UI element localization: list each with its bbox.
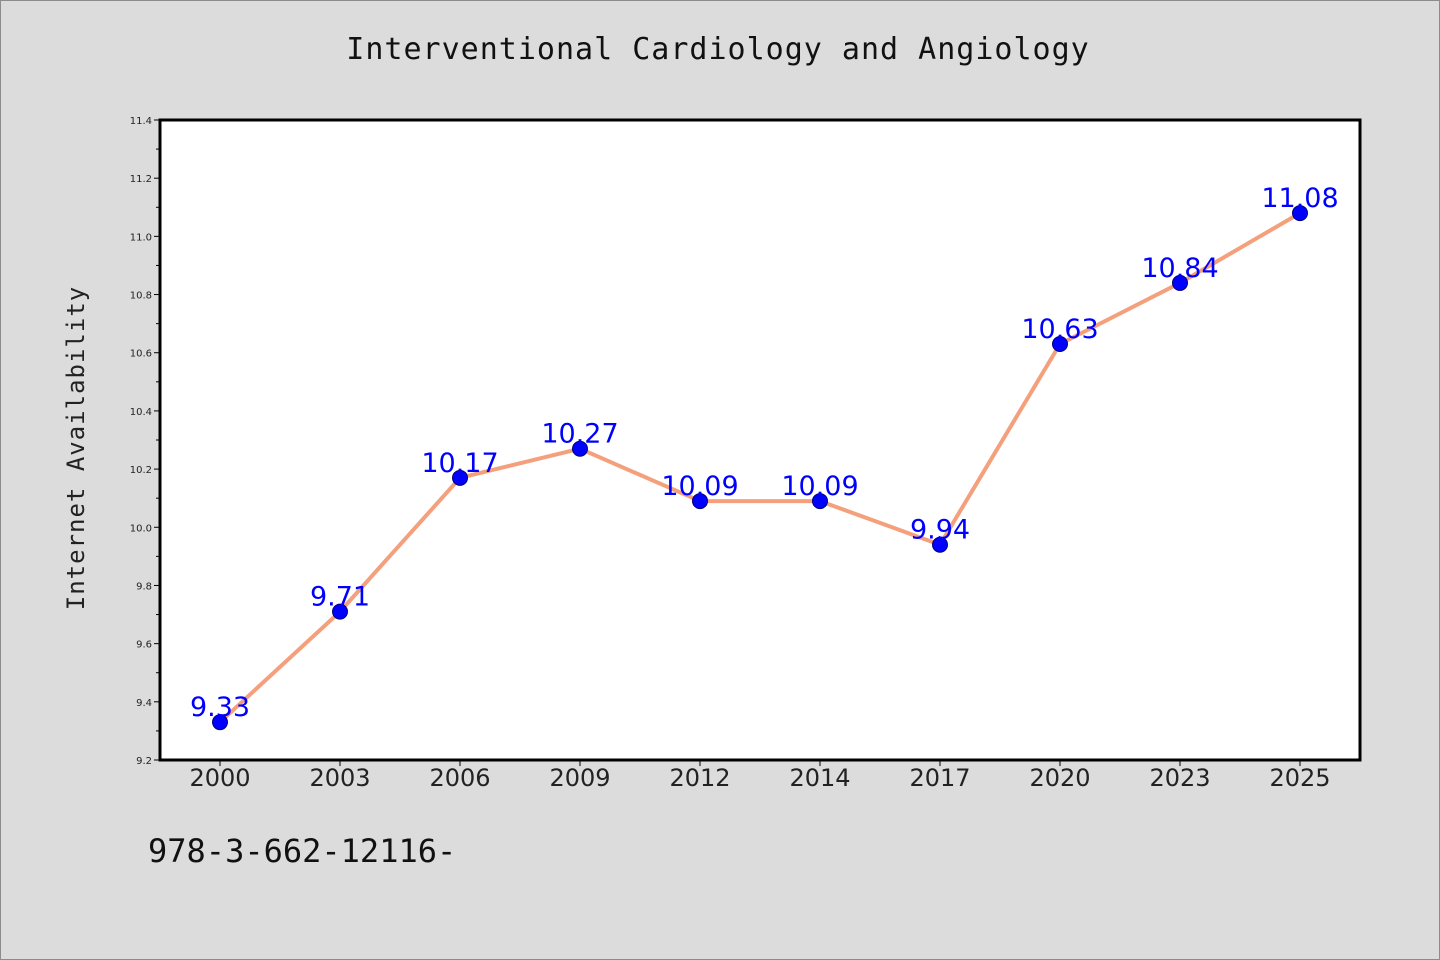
data-label: 10.17 [421,448,498,479]
y-tick-label: 10.2 [130,465,152,476]
y-tick-label: 9.8 [136,581,152,592]
data-point [1052,336,1068,352]
data-point [332,603,348,620]
x-tick-label: 2012 [669,764,730,792]
data-label: 11.08 [1261,183,1338,214]
x-tick-label: 2020 [1029,764,1090,792]
x-tick-label: 2000 [189,764,250,792]
y-tick-label: 9.4 [136,698,152,709]
data-point [692,493,708,510]
data-point [452,469,468,486]
data-label: 10.09 [661,471,738,502]
chart-title: Interventional Cardiology and Angiology [346,32,1090,67]
y-tick-label: 11.2 [130,174,152,185]
footer-code: 978-3-662-12116- [148,832,457,870]
data-point [1292,205,1308,222]
x-tick-label: 2009 [549,764,610,792]
x-tick-label: 2025 [1269,764,1330,792]
data-point [812,493,828,510]
y-tick-label: 10.0 [130,523,152,534]
data-label: 9.71 [310,582,370,613]
data-label: 9.33 [190,692,250,723]
y-tick-label: 9.2 [136,756,152,767]
y-tick-label: 11.0 [130,232,152,243]
data-label: 9.94 [910,515,970,546]
data-point [212,714,228,731]
y-tick-label: 11.4 [130,116,152,127]
x-tick-label: 2006 [429,764,490,792]
data-point [1172,274,1188,291]
data-label: 10.84 [1141,253,1218,284]
x-tick-label: 2003 [309,764,370,792]
x-tick-label: 2017 [909,764,970,792]
data-label: 10.09 [781,471,858,502]
y-tick-label: 10.8 [130,291,152,302]
y-tick-label: 10.4 [130,407,152,418]
plot-area [158,118,1362,762]
x-tick-label: 2023 [1149,764,1210,792]
series-line [218,211,1302,724]
data-label: 10.27 [541,419,618,450]
y-tick-label: 10.6 [130,349,152,360]
y-tick-label: 9.6 [136,640,152,651]
data-point [572,440,588,457]
data-label: 10.63 [1021,314,1098,345]
data-point [932,536,948,553]
x-tick-label: 2014 [789,764,850,792]
